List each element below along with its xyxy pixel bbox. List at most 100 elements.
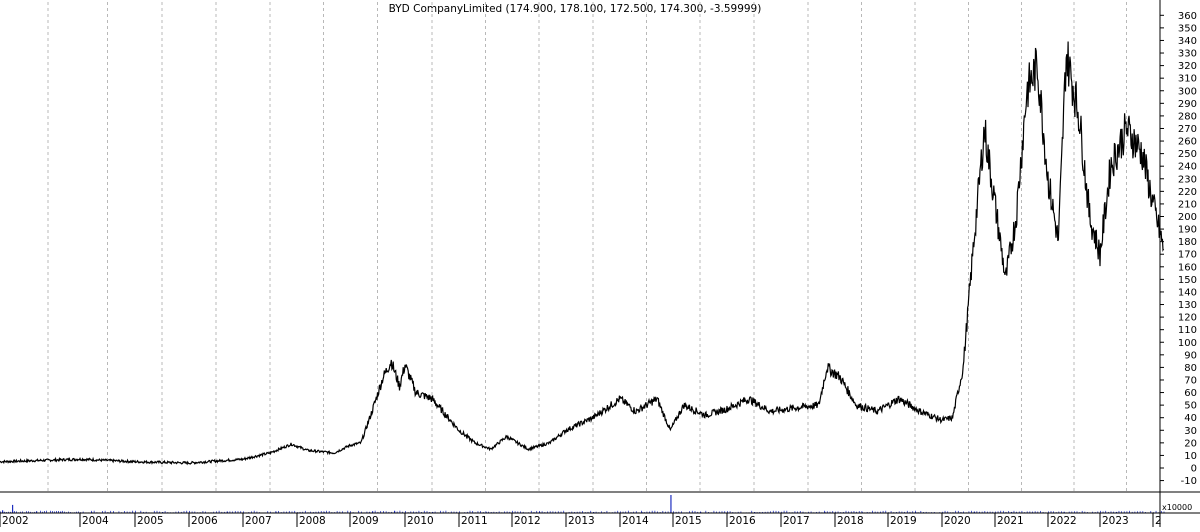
volume-bar xyxy=(178,511,179,513)
volume-bar xyxy=(909,511,911,513)
x-tick-label: 2020 xyxy=(944,515,971,527)
volume-bar xyxy=(1034,511,1036,513)
volume-bar xyxy=(224,511,225,513)
volume-bar xyxy=(302,511,304,513)
volume-bar xyxy=(942,511,943,513)
x-tick-label: 2022 xyxy=(1050,515,1077,527)
volume-bar xyxy=(402,511,404,513)
volume-bar xyxy=(68,511,69,513)
volume-bar xyxy=(153,510,155,513)
volume-bar xyxy=(189,510,190,513)
volume-bar xyxy=(213,511,215,513)
volume-bar xyxy=(339,511,341,513)
volume-bar xyxy=(832,511,834,513)
volume-bar xyxy=(1105,510,1107,513)
volume-bar xyxy=(135,510,136,513)
volume-bar xyxy=(143,511,144,513)
volume-bar xyxy=(312,511,314,513)
x-tick-label: 2 xyxy=(1155,515,1162,527)
volume-bar xyxy=(369,511,371,513)
volume-bar xyxy=(1100,510,1101,513)
volume-bar xyxy=(372,511,373,513)
y-tick-label: 200 xyxy=(1178,212,1197,223)
volume-bar xyxy=(432,511,433,513)
volume-bar xyxy=(622,511,624,513)
y-tick-label: 70 xyxy=(1184,375,1197,386)
volume-bar xyxy=(1061,511,1062,513)
y-tick-label: 330 xyxy=(1178,49,1197,60)
volume-bar xyxy=(1063,511,1065,513)
volume-bar xyxy=(28,511,29,513)
volume-bar xyxy=(697,511,699,513)
volume-bar xyxy=(984,511,986,513)
volume-bar xyxy=(848,511,850,513)
volume-bar xyxy=(294,510,296,513)
volume-bar xyxy=(426,511,428,513)
volume-bar xyxy=(689,511,690,513)
volume-bar xyxy=(82,511,84,513)
volume-bar xyxy=(781,511,782,513)
volume-bar xyxy=(240,511,242,513)
y-tick-label: 150 xyxy=(1178,275,1197,286)
volume-bar xyxy=(14,511,15,513)
volume-bar xyxy=(675,511,677,513)
volume-bar xyxy=(514,511,516,513)
y-tick-label: 250 xyxy=(1178,149,1197,160)
volume-bar xyxy=(874,511,876,513)
volume-bar xyxy=(574,511,575,513)
volume-bar xyxy=(708,511,709,513)
volume-bar xyxy=(58,510,59,513)
volume-bar xyxy=(291,511,293,513)
volume-bar xyxy=(885,510,887,513)
volume-bar xyxy=(976,511,978,513)
volume-bar xyxy=(601,511,602,513)
volume-bar xyxy=(799,511,801,513)
volume-bar xyxy=(391,511,393,513)
volume-bar xyxy=(563,510,565,513)
y-tick-label: 180 xyxy=(1178,237,1197,248)
volume-bar xyxy=(635,511,637,513)
x-tick-label: 2009 xyxy=(352,515,379,527)
y-tick-label: 230 xyxy=(1178,174,1197,185)
volume-bar xyxy=(627,510,629,513)
y-tick-label: 170 xyxy=(1178,250,1197,261)
volume-bar xyxy=(571,511,573,513)
volume-bar xyxy=(429,511,431,513)
volume-bar xyxy=(299,511,301,513)
price-panel xyxy=(0,41,1165,466)
y-tick-label: 50 xyxy=(1184,401,1197,412)
volume-bar xyxy=(234,511,236,513)
volume-bar xyxy=(912,511,914,513)
volume-bar xyxy=(767,511,769,513)
volume-bar xyxy=(579,511,581,513)
volume-bar xyxy=(1131,511,1133,513)
y-tick-label: 310 xyxy=(1178,74,1197,85)
volume-bar xyxy=(641,510,642,513)
volume-bar xyxy=(665,511,666,513)
volume-bar xyxy=(456,511,458,513)
volume-bar xyxy=(93,510,95,513)
volume-bar xyxy=(358,510,360,513)
volume-bar xyxy=(76,511,77,513)
chart-title: BYD CompanyLimited (174.900, 178.100, 17… xyxy=(389,3,762,15)
y-tick-label: 210 xyxy=(1178,199,1197,210)
volume-bar xyxy=(955,510,957,513)
x-tick-label: 2004 xyxy=(82,515,109,527)
volume-bar xyxy=(310,511,312,513)
volume-bar xyxy=(1126,511,1128,513)
volume-bar xyxy=(156,510,158,513)
volume-bar xyxy=(34,511,35,513)
volume-bar xyxy=(880,511,881,513)
volume-bar xyxy=(1037,511,1039,513)
volume-bar xyxy=(1040,510,1041,513)
volume-bar xyxy=(232,511,233,513)
volume-bar xyxy=(651,510,653,513)
y-tick-label: 190 xyxy=(1178,225,1197,236)
volume-bar xyxy=(716,511,717,513)
volume-bar xyxy=(22,511,23,513)
volume-bar xyxy=(229,511,231,513)
volume-bar xyxy=(275,511,277,513)
volume-bar xyxy=(576,511,578,513)
